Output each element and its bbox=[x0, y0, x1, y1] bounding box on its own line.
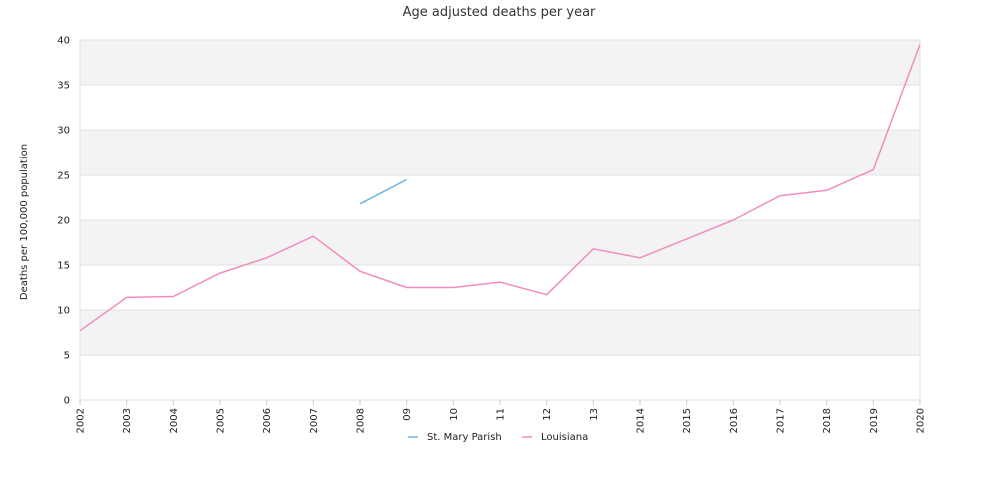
x-tick-label: 13 bbox=[589, 408, 600, 421]
x-tick-label: 2008 bbox=[356, 408, 367, 433]
legend: St. Mary Parish Louisiana bbox=[408, 432, 588, 443]
series-line-st-mary-parish bbox=[359, 178, 408, 205]
x-tick-label: 12 bbox=[542, 408, 553, 421]
x-tick-label: 2016 bbox=[729, 408, 740, 433]
x-tick-label: 2002 bbox=[76, 408, 87, 433]
y-axis-ticks: 0 5 10 15 20 25 30 35 40 bbox=[57, 36, 70, 407]
x-tick-label: 2006 bbox=[262, 408, 273, 433]
y-tick-label: 0 bbox=[64, 396, 70, 407]
x-tick-label: 2004 bbox=[169, 408, 180, 433]
y-tick-label: 30 bbox=[57, 126, 70, 137]
series-lines bbox=[79, 44, 921, 332]
y-tick-label: 15 bbox=[57, 261, 70, 272]
x-tick-label: 09 bbox=[402, 408, 413, 421]
chart-title: Age adjusted deaths per year bbox=[403, 5, 596, 20]
grid-band bbox=[80, 220, 920, 265]
y-tick-label: 25 bbox=[57, 171, 70, 182]
x-tick-label: 2015 bbox=[682, 408, 693, 433]
grid-band bbox=[80, 130, 920, 175]
y-tick-label: 40 bbox=[57, 36, 70, 47]
grid-bands bbox=[80, 40, 920, 355]
grid-band bbox=[80, 310, 920, 355]
x-tick-label: 2017 bbox=[776, 408, 787, 433]
x-tick-label: 2005 bbox=[216, 408, 227, 433]
y-tick-label: 5 bbox=[64, 351, 70, 362]
x-tick-label: 2007 bbox=[309, 408, 320, 433]
y-tick-label: 10 bbox=[57, 306, 70, 317]
x-tick-label: 2018 bbox=[822, 408, 833, 433]
x-tick-label: 2019 bbox=[869, 408, 880, 433]
y-axis-label: Deaths per 100,000 population bbox=[19, 144, 30, 300]
x-tick-label: 2014 bbox=[636, 408, 647, 433]
y-tick-label: 35 bbox=[57, 81, 70, 92]
x-tick-label: 2003 bbox=[122, 408, 133, 433]
x-axis-ticks: 2002 2003 2004 2005 2006 2007 2008 09 10 11 12 13 20… bbox=[76, 400, 927, 433]
legend-label-louisiana: Louisiana bbox=[541, 432, 588, 443]
x-tick-label: 11 bbox=[496, 408, 507, 421]
grid-band bbox=[80, 40, 920, 85]
grid-lines bbox=[79, 39, 921, 401]
x-tick-label: 2020 bbox=[916, 408, 927, 433]
y-tick-label: 20 bbox=[57, 216, 70, 227]
x-tick-label: 10 bbox=[449, 408, 460, 421]
series-line-louisiana bbox=[79, 44, 921, 332]
legend-label-st-mary-parish: St. Mary Parish bbox=[427, 432, 502, 443]
